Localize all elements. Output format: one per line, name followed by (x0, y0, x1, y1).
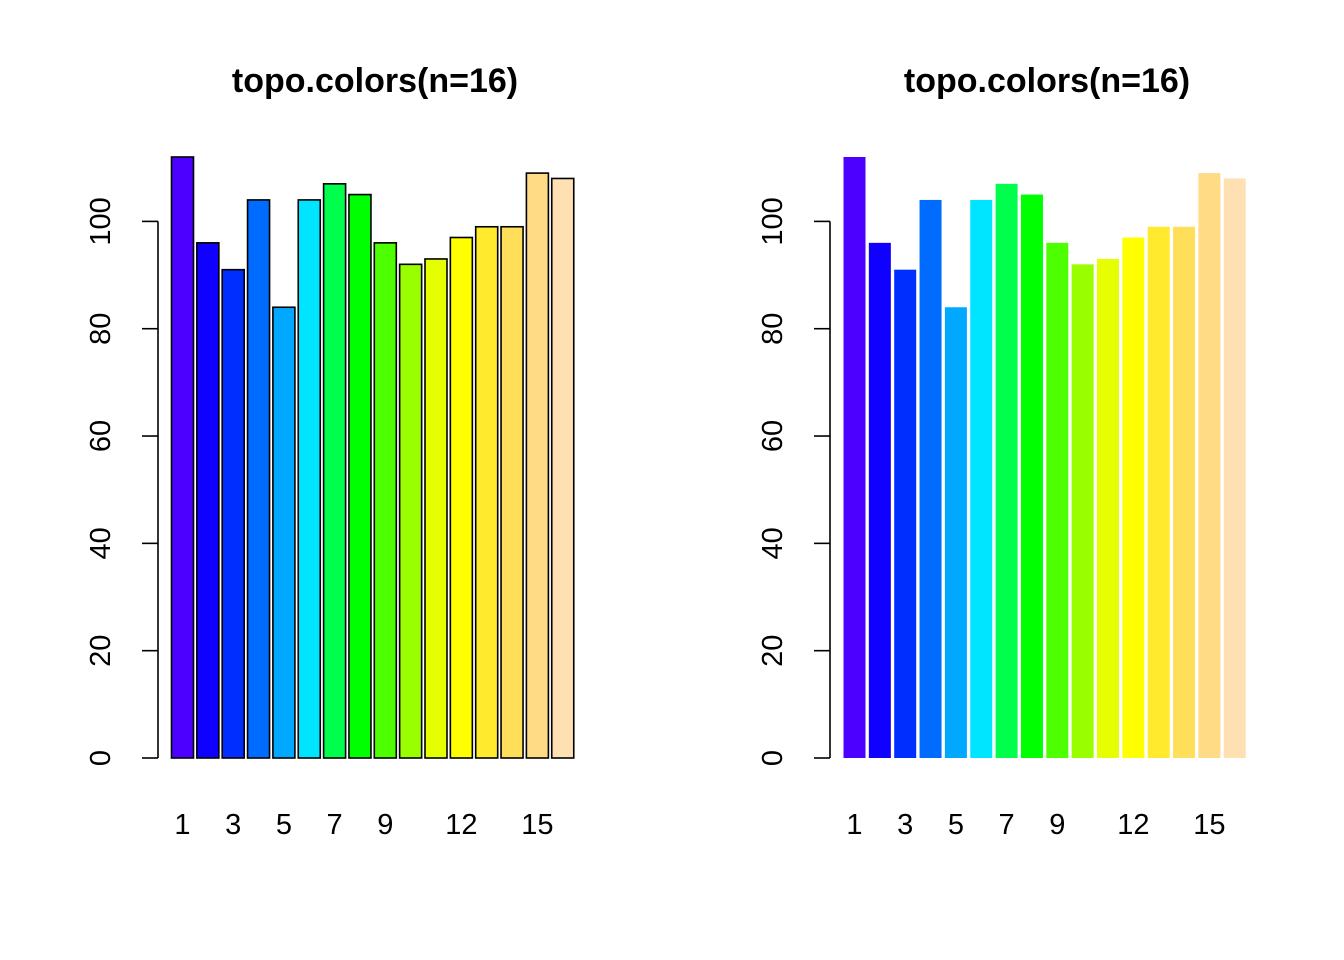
x-tick-label-right-1: 1 (846, 809, 862, 841)
y-tick-label-right-100: 100 (757, 197, 789, 245)
x-tick-label-left-9: 9 (377, 809, 393, 841)
bar-left-14 (500, 225, 524, 759)
y-tick-label-right-60: 60 (757, 420, 789, 452)
x-tick-label-right-9: 9 (1049, 809, 1065, 841)
bar-right-6 (970, 199, 993, 758)
bar-right-10 (1071, 264, 1094, 758)
bar-left-16 (550, 177, 575, 759)
bar-right-5 (944, 307, 967, 758)
bar-left-4 (246, 199, 271, 759)
bar-right-8 (1020, 194, 1043, 758)
bar-left-1 (170, 156, 195, 759)
y-tick-label-right-20: 20 (757, 635, 789, 667)
bar-left-12 (449, 236, 474, 759)
x-tick-label-left-5: 5 (276, 809, 292, 841)
bar-right-9 (1046, 242, 1069, 758)
y-tick-label-left-0: 0 (85, 750, 117, 766)
x-tick-label-left-7: 7 (327, 809, 343, 841)
y-tick-label-right-40: 40 (757, 527, 789, 559)
bar-right-13 (1147, 226, 1170, 759)
x-tick-label-right-3: 3 (897, 809, 913, 841)
y-tick-label-right-0: 0 (757, 750, 789, 766)
bar-right-3 (894, 269, 917, 758)
bar-right-12 (1122, 237, 1145, 758)
bar-left-9 (373, 242, 398, 759)
bar-right-7 (995, 183, 1018, 759)
bar-left-5 (272, 306, 296, 759)
y-tick-label-left-100: 100 (85, 197, 117, 245)
x-tick-label-left-15: 15 (521, 809, 553, 841)
chart-title-left: topo.colors(n=16) (232, 62, 518, 100)
bar-right-16 (1223, 178, 1246, 758)
x-tick-label-right-5: 5 (948, 809, 964, 841)
chart-title-right: topo.colors(n=16) (904, 62, 1190, 100)
bar-right-2 (868, 242, 891, 758)
x-tick-label-left-3: 3 (225, 809, 241, 841)
y-tick-label-left-20: 20 (85, 635, 117, 667)
bar-left-7 (322, 183, 347, 759)
chart-panel-left: topo.colors(n=16) 0 20 40 60 80 100 1 3 5 7 9 12 15 (85, 62, 575, 841)
bar-right-14 (1173, 226, 1196, 759)
x-tick-label-left-1: 1 (174, 809, 190, 841)
y-tick-label-left-40: 40 (85, 527, 117, 559)
bar-right-15 (1198, 173, 1221, 759)
bar-right-11 (1097, 258, 1119, 758)
x-tick-label-right-15: 15 (1193, 809, 1225, 841)
chart-panel-right: topo.colors(n=16) 0 20 40 60 80 100 1 3 5 7 9 12 15 (757, 62, 1246, 841)
x-tick-label-right-7: 7 (999, 809, 1015, 841)
x-tick-label-right-12: 12 (1117, 809, 1149, 841)
bar-left-13 (474, 225, 499, 759)
bar-left-15 (525, 172, 550, 759)
y-tick-label-left-60: 60 (85, 420, 117, 452)
x-tick-label-left-12: 12 (445, 809, 477, 841)
bar-left-3 (221, 268, 245, 759)
bar-left-2 (196, 242, 220, 759)
bar-left-10 (398, 263, 423, 759)
y-tick-label-right-80: 80 (757, 313, 789, 345)
bar-left-11 (424, 258, 448, 759)
bar-right-4 (919, 199, 942, 758)
bar-left-6 (297, 199, 322, 759)
bar-right-1 (843, 157, 866, 758)
y-tick-label-left-80: 80 (85, 313, 117, 345)
bar-left-8 (348, 193, 372, 759)
